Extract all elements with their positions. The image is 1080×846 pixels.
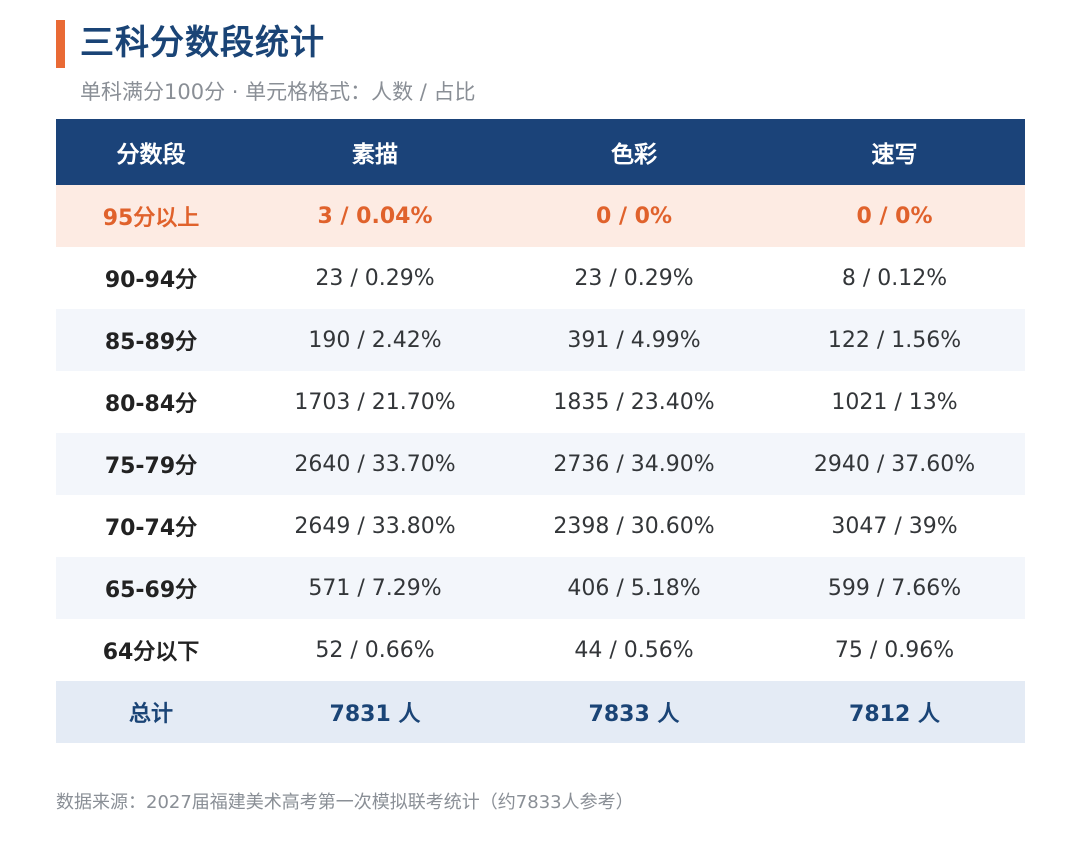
title-accent-bar: [56, 20, 65, 68]
table-cell: 2736 / 34.90%: [553, 451, 715, 477]
table-cell: 8 / 0.12%: [841, 265, 948, 291]
data-source-note: 数据来源：2027届福建美术高考第一次模拟联考统计（约7833人参考）: [56, 792, 634, 813]
table-cell: 599 / 7.66%: [827, 575, 962, 601]
table-cell: 406 / 5.18%: [567, 575, 701, 601]
table-row: 64分以下 52 / 0.66% 44 / 0.56% 75 / 0.96%: [56, 619, 1025, 681]
table-row: 85-89分 190 / 2.42% 391 / 4.99% 122 / 1.5…: [56, 309, 1025, 371]
table-cell: 75 / 0.96%: [834, 637, 955, 663]
table-cell: 571 / 7.29%: [308, 575, 442, 601]
row-label: 75-79分: [104, 454, 198, 479]
table-row: 90-94分 23 / 0.29% 23 / 0.29% 8 / 0.12%: [56, 247, 1025, 309]
header-cell-quick-sketch: 速写: [871, 142, 918, 168]
table-cell: 1703 / 21.70%: [294, 389, 456, 415]
table-total-row: 总计 7831 人 7833 人 7812 人: [56, 681, 1025, 743]
header-cell-score-range: 分数段: [116, 142, 186, 168]
header-cell-color: 色彩: [611, 142, 657, 168]
table-cell: 0 / 0%: [595, 203, 672, 229]
total-quick-sketch: 7812 人: [849, 702, 940, 727]
table-cell: 3 / 0.04%: [317, 203, 433, 229]
row-label: 65-69分: [104, 578, 198, 603]
table-cell: 122 / 1.56%: [827, 327, 962, 353]
row-label: 90-94分: [104, 268, 198, 293]
table-row: 65-69分 571 / 7.29% 406 / 5.18% 599 / 7.6…: [56, 557, 1025, 619]
table-row: 70-74分 2649 / 33.80% 2398 / 30.60% 3047 …: [56, 495, 1025, 557]
total-label: 总计: [128, 702, 173, 727]
page-subtitle: 单科满分100分 · 单元格格式：人数 / 占比: [80, 80, 476, 104]
table-cell: 0 / 0%: [856, 203, 933, 229]
row-label: 70-74分: [104, 516, 198, 541]
score-table: 分数段 素描 色彩 速写 95分以上 3 / 0.04% 0 / 0% 0 / …: [56, 119, 1025, 743]
table-cell: 1835 / 23.40%: [553, 389, 715, 415]
table-cell: 391 / 4.99%: [567, 327, 701, 353]
total-color: 7833 人: [588, 702, 680, 727]
table-cell: 1021 / 13%: [831, 389, 958, 415]
table-cell: 2640 / 33.70%: [294, 451, 456, 477]
table-cell: 52 / 0.66%: [315, 637, 435, 663]
row-label: 80-84分: [104, 392, 198, 417]
page-title: 三科分数段统计: [80, 23, 325, 63]
total-sketch: 7831 人: [329, 702, 421, 727]
table-cell: 44 / 0.56%: [574, 637, 694, 663]
table-row: 75-79分 2640 / 33.70% 2736 / 34.90% 2940 …: [56, 433, 1025, 495]
table-cell: 3047 / 39%: [831, 513, 958, 539]
table-cell: 23 / 0.29%: [315, 265, 435, 291]
table-cell: 2649 / 33.80%: [294, 513, 456, 539]
table-cell: 23 / 0.29%: [574, 265, 694, 291]
row-label: 95分以上: [102, 206, 200, 231]
header-cell-sketch: 素描: [352, 142, 398, 168]
row-label: 85-89分: [104, 330, 198, 355]
row-label: 64分以下: [102, 640, 200, 665]
table-header-row: 分数段 素描 色彩 速写: [56, 119, 1025, 185]
table-row: 95分以上 3 / 0.04% 0 / 0% 0 / 0%: [56, 185, 1025, 247]
table-cell: 2940 / 37.60%: [813, 451, 976, 477]
table-row: 80-84分 1703 / 21.70% 1835 / 23.40% 1021 …: [56, 371, 1025, 433]
table-cell: 2398 / 30.60%: [553, 513, 715, 539]
table-cell: 190 / 2.42%: [308, 327, 442, 353]
